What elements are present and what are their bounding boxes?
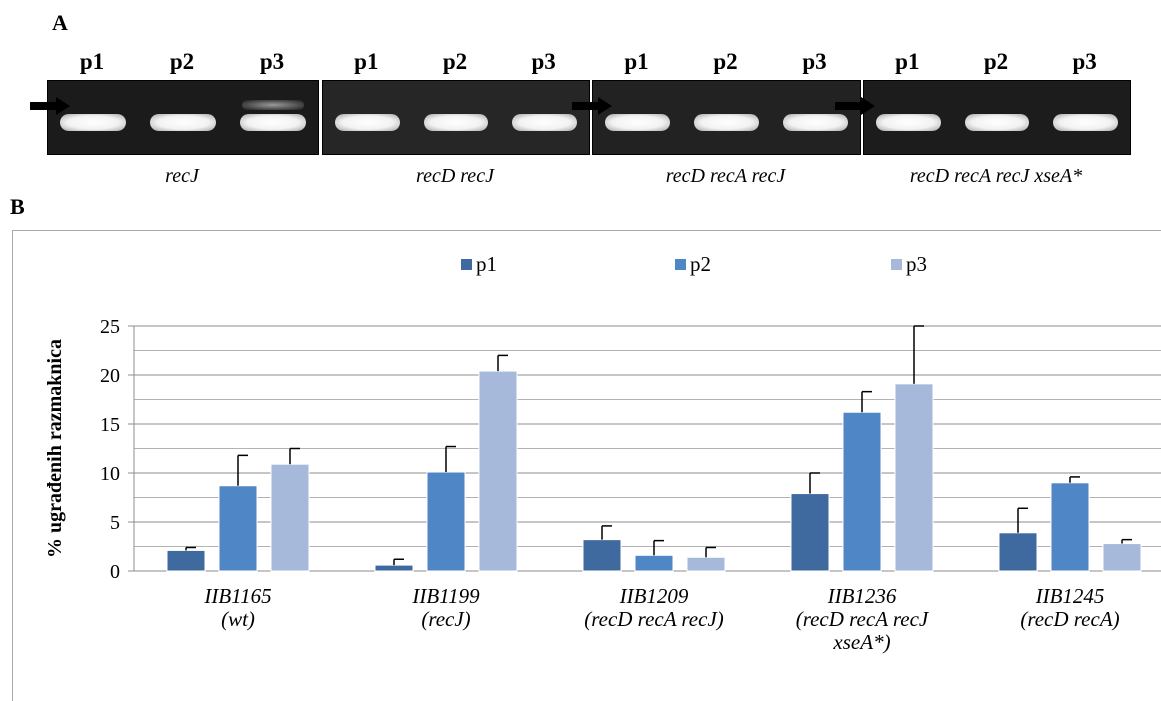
y-tick-label: 5 [110,512,120,534]
band-arrow-icon [30,97,70,115]
dna-band [512,114,577,131]
dna-band [964,114,1030,131]
gel-caption: recD recA recJ [665,165,786,187]
dna-band [335,114,400,131]
bar-p1 [998,532,1038,572]
legend-swatch-p3 [891,259,902,270]
bar-p1 [790,493,830,572]
lane-label-p3: p3 [531,49,556,74]
lane-label-p3: p3 [802,49,827,74]
dna-band [60,114,126,131]
bar-p3 [1102,543,1142,572]
lane-label-p2: p2 [169,49,195,74]
bar-p3 [270,463,310,572]
bar-p1 [582,539,622,572]
dna-band [1053,114,1118,131]
gel-image [592,80,861,155]
y-tick-label: 0 [110,561,120,583]
category-label: (recD recA recJ [796,607,930,631]
bar-p2 [1050,482,1090,572]
dna-band [240,114,306,131]
legend-label-p1: p1 [476,252,497,276]
lane-label-p1: p1 [624,49,649,74]
gel-caption: recD recA recJ xseA* [909,165,1083,187]
faint-band [242,100,304,110]
dna-band [150,114,216,131]
legend-label-p3: p3 [906,252,927,276]
y-tick-label: 25 [100,316,120,338]
bar-p1 [374,564,414,572]
gel-caption: recD recJ [416,165,494,187]
lane-label-p2: p2 [442,49,468,74]
dna-band [783,114,848,131]
bar-p3 [478,370,518,572]
category-label: (wt) [221,607,255,631]
y-axis-label: % ugrađenih razmaknica [44,339,66,558]
dna-band [694,114,759,131]
band-arrow-icon [572,97,612,115]
bar-p2 [218,485,258,572]
gel-caption: recJ [165,165,199,187]
gel-image [863,80,1131,155]
lane-label-p1: p1 [354,49,379,74]
lane-label-p2: p2 [983,49,1009,74]
lane-label-p3: p3 [259,49,285,74]
bar-p3 [894,383,934,572]
bar-p2 [426,471,466,572]
category-label: (recJ) [421,607,470,631]
bar-p3 [686,556,726,572]
category-label: IIB1165 [203,584,271,608]
dna-band [876,114,941,131]
lane-label-p3: p3 [1072,49,1097,74]
category-label: IIB1199 [411,584,480,608]
legend-label-p2: p2 [690,252,711,276]
panel-a-letter: A [52,10,68,35]
band-arrow-icon [835,97,875,115]
bar-p2 [634,554,674,572]
panel-b-letter: B [10,194,25,219]
category-label: IIB1209 [619,584,689,608]
lane-label-p2: p2 [713,49,738,74]
dna-band [605,114,670,131]
chart-frame: 0 5 10 15 20 25% ugrađenih razmaknica IIB1165(… [12,230,1161,701]
lane-label-p1: p1 [79,49,105,74]
bar-p1 [166,549,206,572]
y-tick-label: 10 [100,463,120,485]
y-tick-label: 20 [100,365,120,387]
legend-swatch-p1 [461,259,472,270]
gel-image [322,80,590,155]
y-tick-label: 15 [100,414,120,436]
category-label: xseA*) [832,630,890,654]
category-label: (recD recA) [1020,607,1119,631]
lane-label-p1: p1 [895,49,920,74]
dna-band [423,114,489,131]
category-label: IIB1245 [1035,584,1105,608]
bar-p2 [842,411,882,572]
category-label: (recD recA recJ) [584,607,724,631]
category-label: IIB1236 [827,584,897,608]
legend-swatch-p2 [675,259,686,270]
gel-image [47,80,319,155]
